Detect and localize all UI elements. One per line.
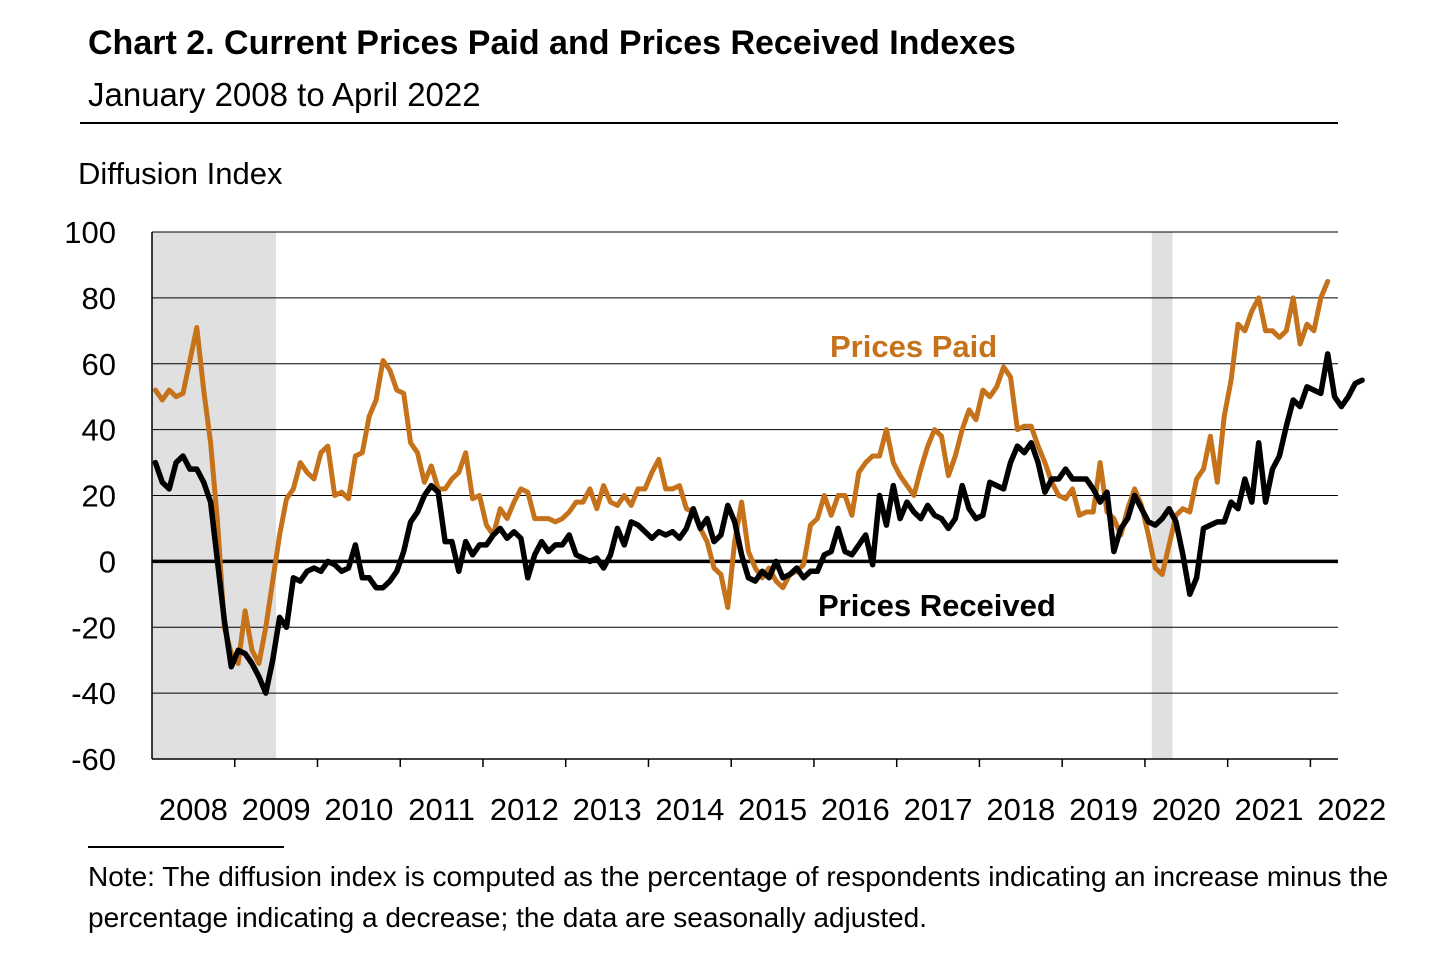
y-tick-label-0: 0: [99, 544, 116, 579]
series-label-prices-received: Prices Received: [818, 588, 1056, 623]
chart-note: Note: The diffusion index is computed as…: [88, 861, 1389, 933]
x-tick-label-2015: 2015: [738, 792, 807, 827]
y-tick-label-40: 40: [82, 413, 116, 448]
x-tick-label-2022: 2022: [1317, 792, 1386, 827]
y-tick-label-100: 100: [64, 215, 116, 250]
x-tick-label-2011: 2011: [408, 792, 475, 827]
x-tick-label-2021: 2021: [1235, 792, 1304, 827]
x-tick-label-2016: 2016: [821, 792, 890, 827]
x-tick-label-2018: 2018: [986, 792, 1055, 827]
y-tick-label-60: 60: [82, 347, 116, 382]
x-tick-label-2008: 2008: [159, 792, 228, 827]
y-tick-label--60: -60: [71, 742, 116, 777]
series-label-prices-paid: Prices Paid: [830, 329, 997, 364]
note-divider: [88, 846, 284, 848]
axes: 100 80 60 40 20 0 -20 -40 -60 2008 2009 2010 2011 201…: [64, 215, 1386, 827]
x-tick-label-2013: 2013: [573, 792, 642, 827]
series-line-prices-received: [152, 351, 1365, 696]
y-tick-label-20: 20: [82, 479, 116, 514]
series-lines: [152, 278, 1365, 696]
x-tick-label-2010: 2010: [324, 792, 393, 827]
x-tick-label-2017: 2017: [904, 792, 973, 827]
x-tick-label-2020: 2020: [1152, 792, 1221, 827]
gridlines: [152, 231, 1338, 694]
x-tick-label-2019: 2019: [1069, 792, 1138, 827]
y-tick-label-80: 80: [82, 281, 116, 316]
y-tick-label--20: -20: [71, 610, 116, 645]
title-divider: [80, 122, 1338, 124]
x-tick-label-2009: 2009: [242, 792, 311, 827]
x-tick-label-2014: 2014: [655, 792, 724, 827]
x-tick-label-2012: 2012: [490, 792, 559, 827]
chart-title: Chart 2. Current Prices Paid and Prices …: [88, 24, 1016, 62]
y-axis-label: Diffusion Index: [78, 156, 283, 191]
chart-subtitle: January 2008 to April 2022: [88, 76, 481, 113]
y-tick-label--40: -40: [71, 676, 116, 711]
